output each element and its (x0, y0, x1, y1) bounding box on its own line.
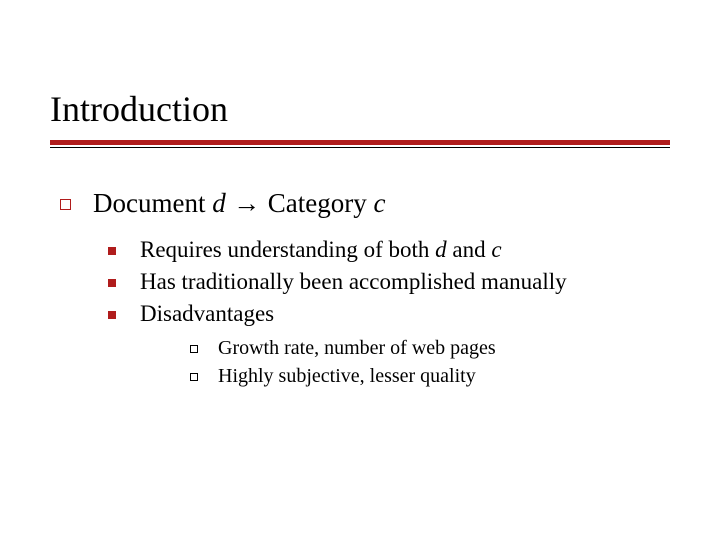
level2-text: Has traditionally been accomplished manu… (140, 269, 567, 295)
text-fragment: Category (268, 188, 374, 218)
text-fragment: and (447, 237, 492, 262)
bullet-level2: Disadvantages (108, 301, 670, 327)
italic-d: d (435, 237, 447, 262)
level1-text: Document d → Category c (93, 188, 385, 219)
square-small-outline-icon (190, 345, 198, 353)
square-fill-icon (108, 279, 116, 287)
square-fill-icon (108, 247, 116, 255)
square-fill-icon (108, 311, 116, 319)
level3-text: Highly subjective, lesser quality (218, 365, 476, 388)
bullet-level2: Requires understanding of both d and c (108, 237, 670, 263)
text-fragment: Document (93, 188, 212, 218)
level2-text: Requires understanding of both d and c (140, 237, 502, 263)
title-rule-thick (50, 140, 670, 145)
title-rule-thin (50, 147, 670, 148)
slide-title: Introduction (50, 48, 670, 130)
level2-text: Disadvantages (140, 301, 274, 327)
arrow-icon: → (226, 188, 268, 218)
square-small-outline-icon (190, 373, 198, 381)
bullet-level2: Has traditionally been accomplished manu… (108, 269, 670, 295)
level3-group: Growth rate, number of web pages Highly … (50, 337, 670, 388)
bullet-level3: Growth rate, number of web pages (190, 337, 670, 360)
level3-text: Growth rate, number of web pages (218, 337, 496, 360)
text-fragment: Requires understanding of both (140, 237, 435, 262)
italic-d: d (212, 188, 226, 218)
bullet-level3: Highly subjective, lesser quality (190, 365, 670, 388)
bullet-level1: Document d → Category c (60, 188, 670, 219)
italic-c: c (373, 188, 385, 218)
slide: Introduction Document d → Category c Req… (0, 0, 720, 540)
italic-c: c (491, 237, 501, 262)
square-outline-icon (60, 199, 71, 210)
